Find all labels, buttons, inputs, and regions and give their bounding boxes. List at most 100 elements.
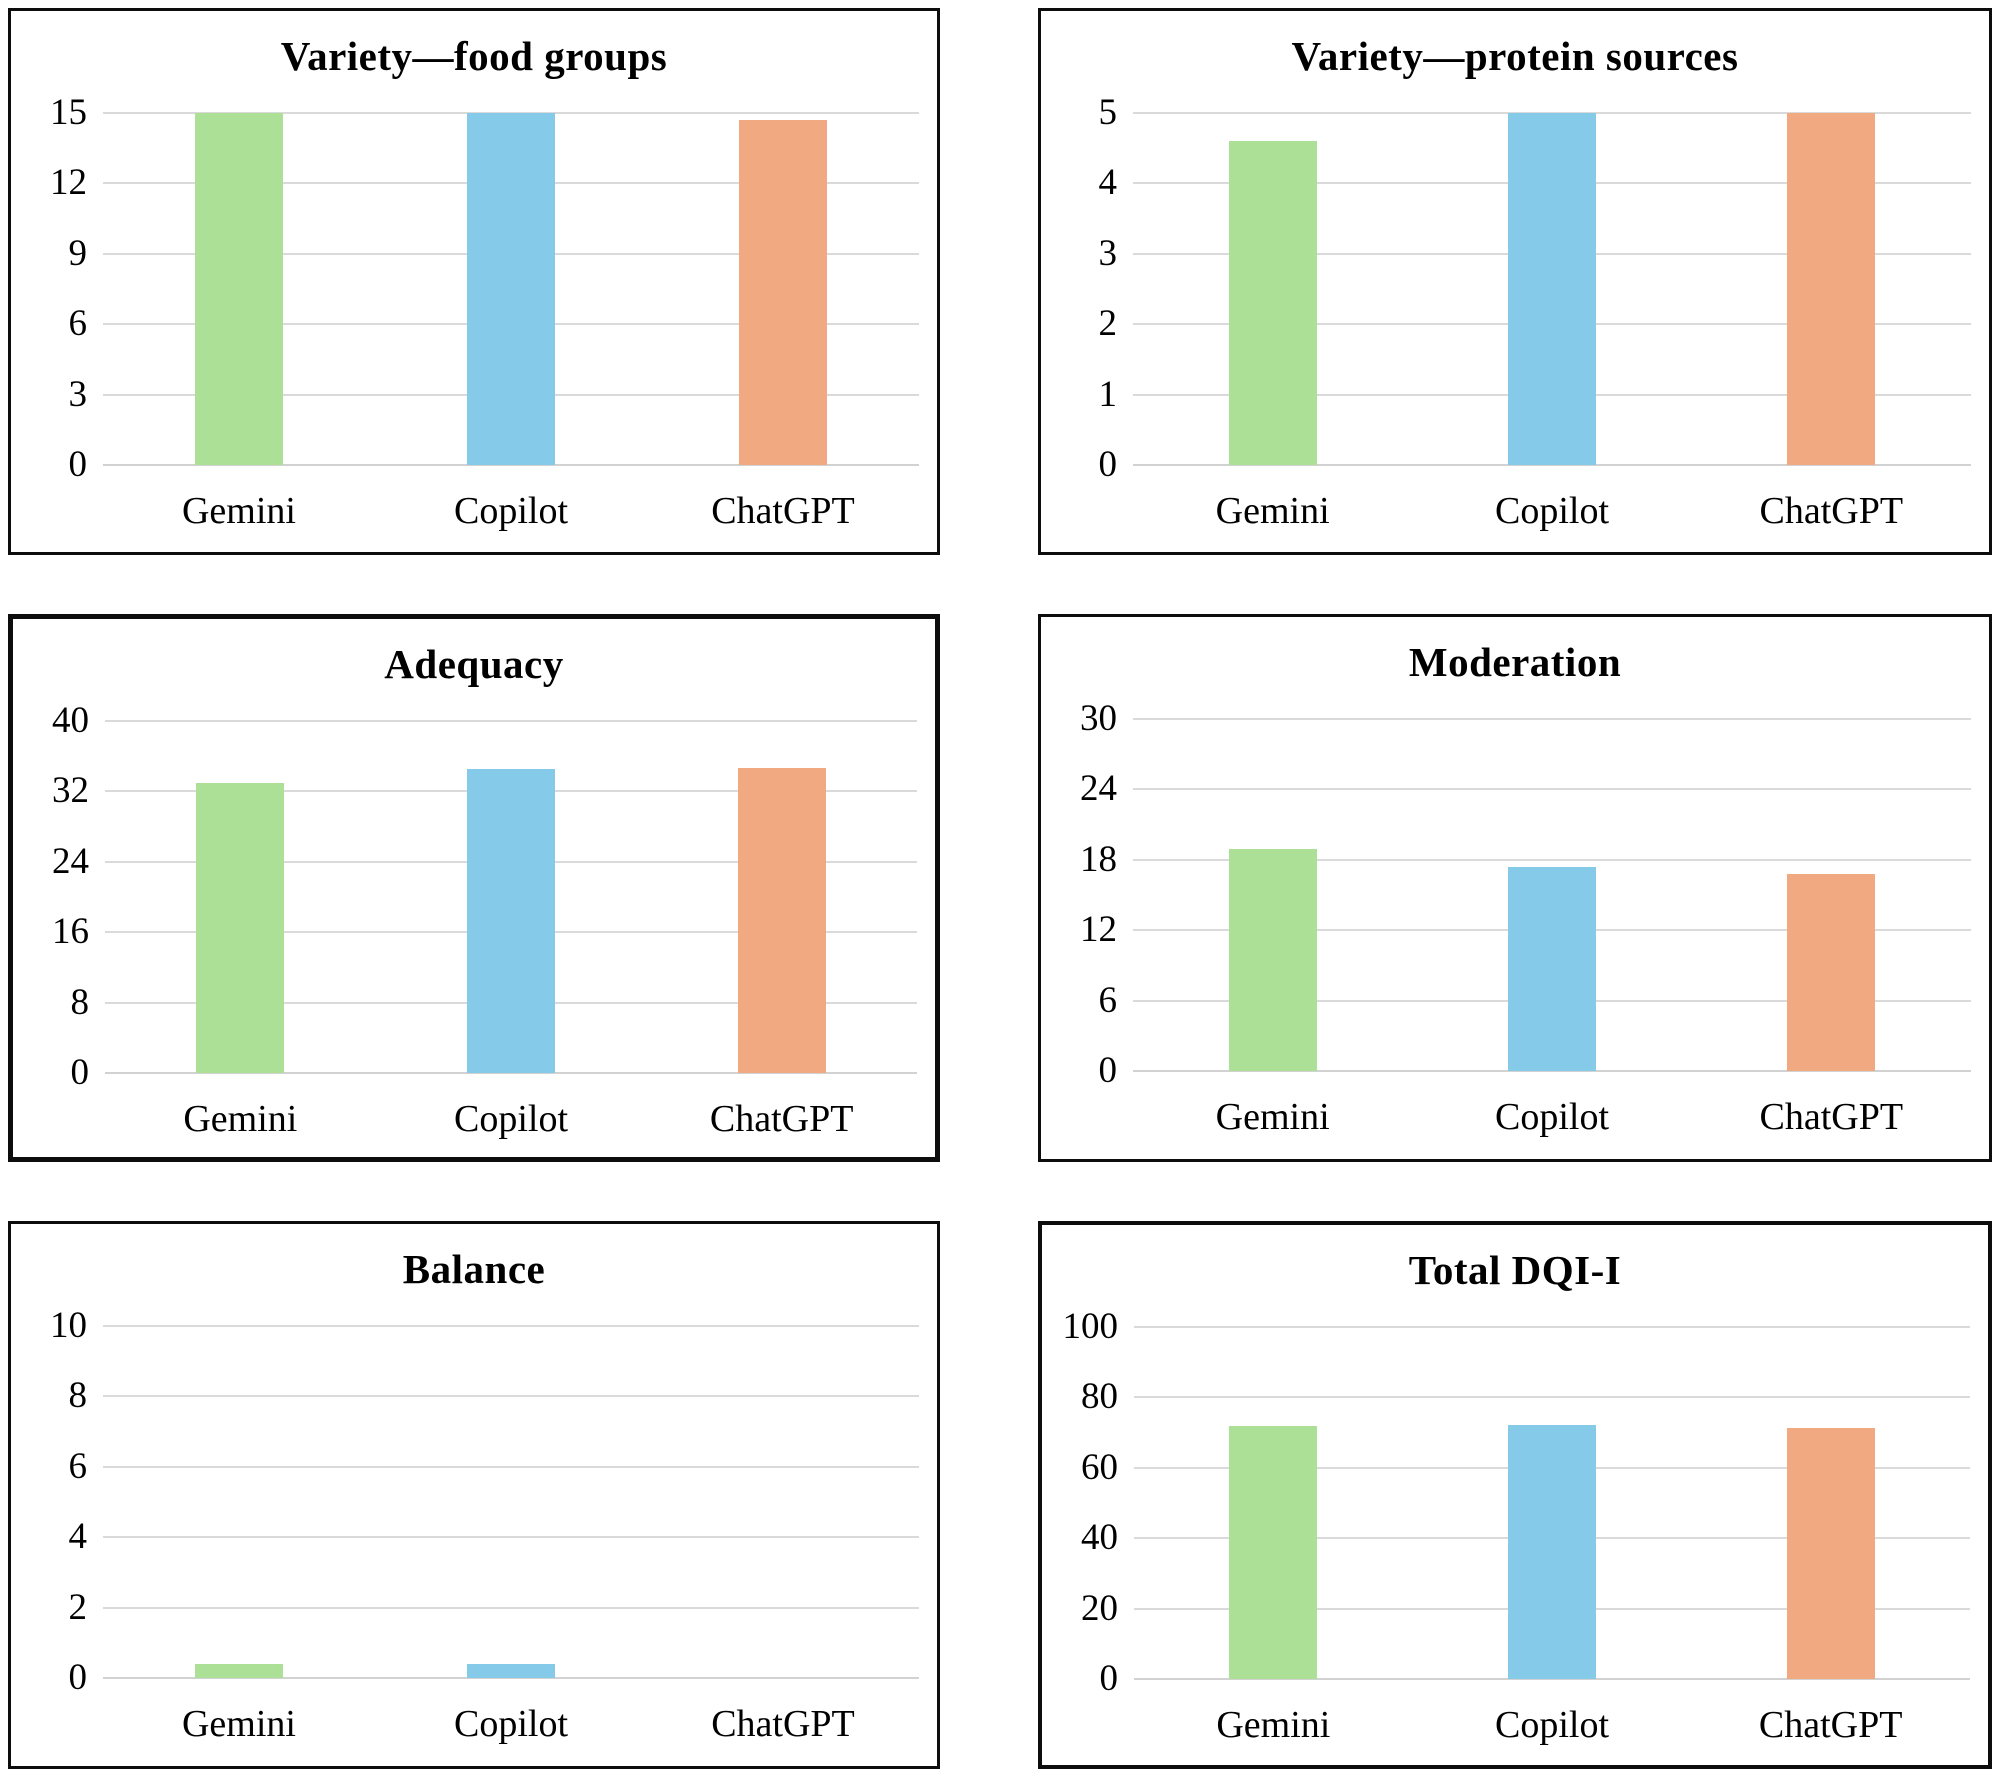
gridline	[103, 1325, 919, 1327]
plot-area: 10 8 6 4 2 0 Gemini Copilot ChatGPT	[50, 1305, 919, 1745]
gridline	[1134, 1326, 1970, 1328]
chart-panel-variety-protein-sources: Variety—protein sources 5 4 3 2 1 0 Gemini Copi…	[1038, 8, 1992, 555]
x-axis-line	[1133, 1070, 1971, 1072]
y-tick-label: 40	[52, 700, 89, 741]
x-tick-label-chatgpt: ChatGPT	[1758, 1704, 1903, 1746]
x-tick-label-copilot: Copilot	[1494, 1704, 1610, 1746]
gridline	[103, 1606, 919, 1609]
y-tick-label: 32	[52, 770, 89, 812]
x-axis-line	[105, 1072, 917, 1074]
plot-area: 40 32 24 16 8 0 Gemini Copilot ChatGPT	[52, 700, 917, 1140]
x-axis-line	[103, 1677, 919, 1679]
chart-panel-total-dqi-i: Total DQI-I 100 80 60 40 20 0 Gemini Copilot Cha…	[1038, 1221, 1992, 1769]
bar-chatgpt	[1787, 873, 1876, 1071]
x-axis-line	[1133, 464, 1971, 466]
x-tick-label-gemini: Gemini	[1216, 1704, 1331, 1746]
y-tick-label: 12	[1080, 909, 1117, 951]
bar-copilot	[1508, 866, 1596, 1071]
bar-copilot	[467, 769, 555, 1073]
x-axis-line	[1134, 1678, 1970, 1680]
chart-title: Variety—food groups	[280, 33, 668, 79]
y-tick-label: 20	[1081, 1587, 1118, 1629]
y-tick-label: 0	[1098, 1050, 1118, 1091]
y-tick-label: 1	[1098, 373, 1118, 415]
x-tick-label-chatgpt: ChatGPT	[709, 1098, 854, 1140]
plot-area: 100 80 60 40 20 0 Gemini Copilot ChatGPT	[1063, 1306, 1970, 1746]
x-tick-label-copilot: Copilot	[453, 490, 569, 532]
bar-gemini	[194, 113, 283, 465]
x-tick-label-chatgpt: ChatGPT	[711, 1703, 855, 1745]
bar-copilot	[1508, 113, 1596, 465]
y-tick-label: 0	[68, 1657, 88, 1698]
x-tick-label-gemini: Gemini	[1215, 490, 1330, 532]
y-tick-label: 6	[1098, 979, 1118, 1021]
y-tick-label: 9	[68, 232, 88, 274]
bar-chatgpt	[1786, 1428, 1875, 1679]
chart-panel-moderation: Moderation 30 24 18 12 6 0 Gemini Copilot ChatGP…	[1038, 614, 1992, 1162]
gridline	[103, 1536, 919, 1539]
x-tick-label-chatgpt: ChatGPT	[1759, 490, 1904, 532]
chart-title: Adequacy	[384, 641, 564, 687]
y-tick-label: 60	[1081, 1446, 1118, 1488]
y-tick-label: 0	[70, 1052, 90, 1093]
bar-copilot	[467, 1663, 555, 1678]
chart-panel-variety-food-groups: Variety—food groups 15 12 9 6 3 0 Gemini Copilo…	[8, 8, 940, 555]
bar-copilot	[467, 113, 555, 465]
gridline	[1133, 788, 1971, 791]
plot-area: 30 24 18 12 6 0 Gemini Copilot ChatGPT	[1080, 698, 1971, 1138]
gridline	[103, 1395, 919, 1398]
chart-title: Moderation	[1408, 639, 1622, 685]
bar-gemini	[194, 1663, 283, 1678]
bar-gemini	[196, 782, 285, 1073]
y-tick-label: 0	[1098, 444, 1118, 485]
y-tick-label: 30	[1080, 698, 1117, 739]
bar-chatgpt	[737, 767, 826, 1073]
bar-gemini	[1228, 849, 1317, 1071]
x-tick-label-copilot: Copilot	[453, 1703, 569, 1745]
plot-area: 15 12 9 6 3 0 Gemini Copilot ChatGPT	[50, 92, 919, 532]
y-tick-label: 24	[1080, 768, 1117, 810]
y-tick-label: 2	[1098, 303, 1118, 345]
y-tick-label: 0	[68, 444, 88, 485]
bar-gemini	[1228, 141, 1317, 465]
y-tick-label: 8	[70, 981, 90, 1023]
y-tick-label: 2	[68, 1586, 88, 1628]
y-tick-label: 10	[50, 1305, 87, 1346]
chart-title: Balance	[402, 1246, 546, 1292]
y-tick-label: 4	[68, 1516, 88, 1558]
bar-chatgpt	[1787, 113, 1876, 465]
bar-gemini	[1229, 1425, 1318, 1679]
x-tick-label-chatgpt: ChatGPT	[1759, 1096, 1904, 1138]
y-tick-label: 80	[1081, 1376, 1118, 1418]
gridline	[1134, 1396, 1970, 1399]
chart-panel-balance: Balance 10 8 6 4 2 0 Gemini Copilot ChatGPT	[8, 1221, 940, 1769]
y-tick-label: 16	[52, 911, 89, 953]
gridline	[1133, 718, 1971, 720]
y-tick-label: 6	[68, 1445, 88, 1487]
y-tick-label: 3	[1098, 232, 1118, 274]
chart-title: Variety—protein sources	[1291, 33, 1739, 79]
plot-area: 5 4 3 2 1 0 Gemini Copilot ChatGPT	[1099, 92, 1971, 532]
x-axis-line	[103, 464, 919, 466]
y-tick-label: 6	[68, 303, 88, 345]
gridline	[105, 720, 917, 722]
y-tick-label: 3	[68, 373, 88, 415]
y-tick-label: 18	[1080, 838, 1117, 880]
y-tick-label: 40	[1081, 1517, 1118, 1559]
y-tick-label: 100	[1062, 1306, 1119, 1347]
x-tick-label-copilot: Copilot	[1494, 490, 1610, 532]
chart-title: Total DQI-I	[1408, 1247, 1622, 1293]
y-tick-label: 12	[50, 162, 87, 204]
x-tick-label-copilot: Copilot	[1494, 1096, 1610, 1138]
y-tick-label: 8	[68, 1375, 88, 1417]
x-tick-label-gemini: Gemini	[183, 1098, 298, 1140]
y-tick-label: 0	[1099, 1658, 1119, 1699]
y-tick-label: 5	[1098, 92, 1118, 133]
x-tick-label-gemini: Gemini	[181, 490, 296, 532]
y-tick-label: 4	[1098, 162, 1118, 204]
bar-chatgpt	[739, 120, 827, 465]
gridline	[103, 1465, 919, 1468]
chart-panel-adequacy: Adequacy 40 32 24 16 8 0 Gemini Copilot ChatGPT	[8, 614, 940, 1162]
